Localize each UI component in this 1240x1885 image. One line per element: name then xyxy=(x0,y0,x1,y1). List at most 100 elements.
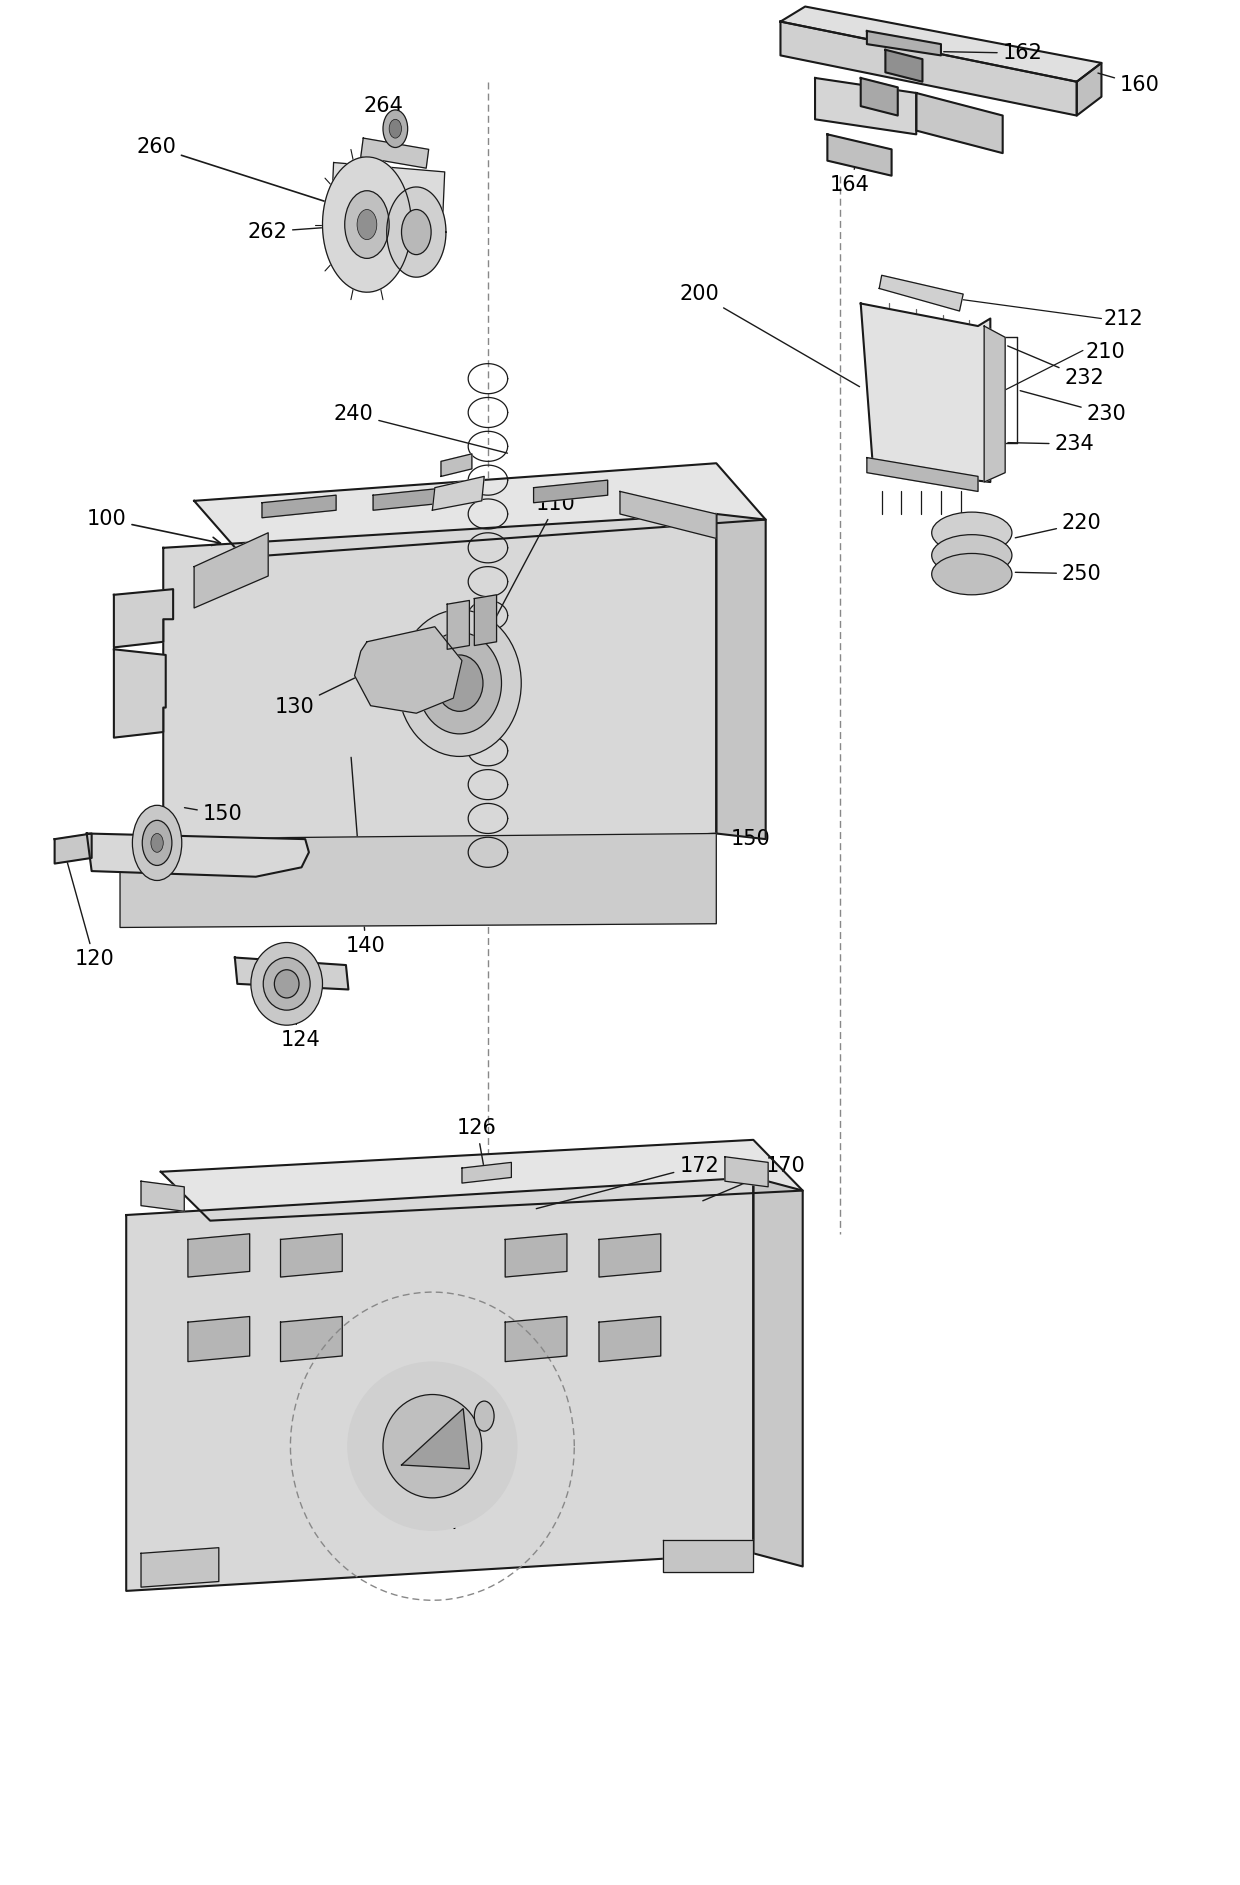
Text: 170: 170 xyxy=(703,1156,806,1201)
Polygon shape xyxy=(985,326,1006,483)
Text: 120: 120 xyxy=(66,856,114,969)
Ellipse shape xyxy=(931,535,1012,577)
Circle shape xyxy=(383,109,408,147)
Polygon shape xyxy=(754,1178,802,1566)
Polygon shape xyxy=(448,601,470,648)
Polygon shape xyxy=(195,464,765,558)
Polygon shape xyxy=(322,156,412,292)
Text: 200: 200 xyxy=(680,285,859,386)
Text: 164: 164 xyxy=(830,168,869,194)
Polygon shape xyxy=(188,1235,249,1276)
Polygon shape xyxy=(867,30,941,55)
Polygon shape xyxy=(114,648,166,737)
Text: 212: 212 xyxy=(1104,309,1143,328)
Polygon shape xyxy=(663,1540,754,1572)
Ellipse shape xyxy=(250,942,322,1025)
Polygon shape xyxy=(599,1316,661,1361)
Circle shape xyxy=(143,820,172,865)
Text: 162: 162 xyxy=(944,43,1043,64)
Text: 232: 232 xyxy=(1008,347,1104,388)
Ellipse shape xyxy=(263,958,310,1010)
Text: 264: 264 xyxy=(363,96,403,141)
Polygon shape xyxy=(867,458,978,492)
Circle shape xyxy=(345,190,389,258)
Polygon shape xyxy=(505,1235,567,1276)
Polygon shape xyxy=(195,533,268,609)
Text: 124: 124 xyxy=(280,990,320,1050)
Polygon shape xyxy=(330,162,445,256)
Polygon shape xyxy=(141,1182,185,1212)
Circle shape xyxy=(402,209,432,254)
Polygon shape xyxy=(827,134,892,175)
Polygon shape xyxy=(361,138,429,168)
Ellipse shape xyxy=(347,1361,517,1531)
Polygon shape xyxy=(262,496,336,518)
Polygon shape xyxy=(114,590,174,647)
Polygon shape xyxy=(717,515,765,839)
Polygon shape xyxy=(885,49,923,81)
Text: 100: 100 xyxy=(87,509,221,545)
Polygon shape xyxy=(55,833,92,863)
Polygon shape xyxy=(780,6,1101,81)
Text: 174: 174 xyxy=(420,1431,460,1533)
Text: 262: 262 xyxy=(247,222,365,241)
Circle shape xyxy=(133,805,182,880)
Polygon shape xyxy=(161,1140,802,1221)
Text: 210: 210 xyxy=(1085,343,1125,362)
Circle shape xyxy=(475,1401,494,1431)
Ellipse shape xyxy=(436,654,482,711)
Text: 220: 220 xyxy=(1016,513,1101,537)
Polygon shape xyxy=(1076,62,1101,115)
Text: 230: 230 xyxy=(1021,390,1126,424)
Circle shape xyxy=(357,209,377,239)
Circle shape xyxy=(389,119,402,138)
Polygon shape xyxy=(879,275,963,311)
Text: 110: 110 xyxy=(490,494,575,630)
Polygon shape xyxy=(280,1316,342,1361)
Text: 240: 240 xyxy=(334,403,507,452)
Text: 122: 122 xyxy=(162,839,216,880)
Polygon shape xyxy=(463,1163,511,1184)
Polygon shape xyxy=(475,596,496,645)
Ellipse shape xyxy=(398,611,521,756)
Polygon shape xyxy=(433,477,484,511)
Text: 160: 160 xyxy=(1097,74,1159,94)
Polygon shape xyxy=(620,492,717,539)
Ellipse shape xyxy=(383,1395,482,1499)
Text: 140: 140 xyxy=(346,758,386,956)
Polygon shape xyxy=(815,77,916,134)
Polygon shape xyxy=(373,488,448,511)
Polygon shape xyxy=(599,1235,661,1276)
Polygon shape xyxy=(780,21,1076,115)
Polygon shape xyxy=(126,1178,754,1591)
Text: 150: 150 xyxy=(185,805,243,824)
Text: 234: 234 xyxy=(1008,434,1094,454)
Circle shape xyxy=(151,833,164,852)
Polygon shape xyxy=(234,958,348,990)
Ellipse shape xyxy=(418,631,501,733)
Polygon shape xyxy=(355,626,463,713)
Polygon shape xyxy=(280,1235,342,1276)
Text: 260: 260 xyxy=(136,138,334,205)
Text: 250: 250 xyxy=(1016,564,1101,584)
Text: 130: 130 xyxy=(274,665,381,716)
Polygon shape xyxy=(861,303,991,483)
Polygon shape xyxy=(87,833,309,877)
Polygon shape xyxy=(387,187,446,277)
Text: 172: 172 xyxy=(536,1156,719,1208)
Polygon shape xyxy=(441,454,472,477)
Polygon shape xyxy=(861,77,898,115)
Text: 150: 150 xyxy=(732,829,771,848)
Polygon shape xyxy=(533,481,608,503)
Text: 126: 126 xyxy=(458,1118,497,1180)
Ellipse shape xyxy=(931,554,1012,596)
Polygon shape xyxy=(402,1408,470,1468)
Polygon shape xyxy=(725,1157,768,1188)
Polygon shape xyxy=(505,1316,567,1361)
Ellipse shape xyxy=(274,969,299,997)
Polygon shape xyxy=(141,1548,218,1587)
Polygon shape xyxy=(120,833,717,927)
Polygon shape xyxy=(164,515,717,867)
Polygon shape xyxy=(188,1316,249,1361)
Polygon shape xyxy=(916,92,1003,153)
